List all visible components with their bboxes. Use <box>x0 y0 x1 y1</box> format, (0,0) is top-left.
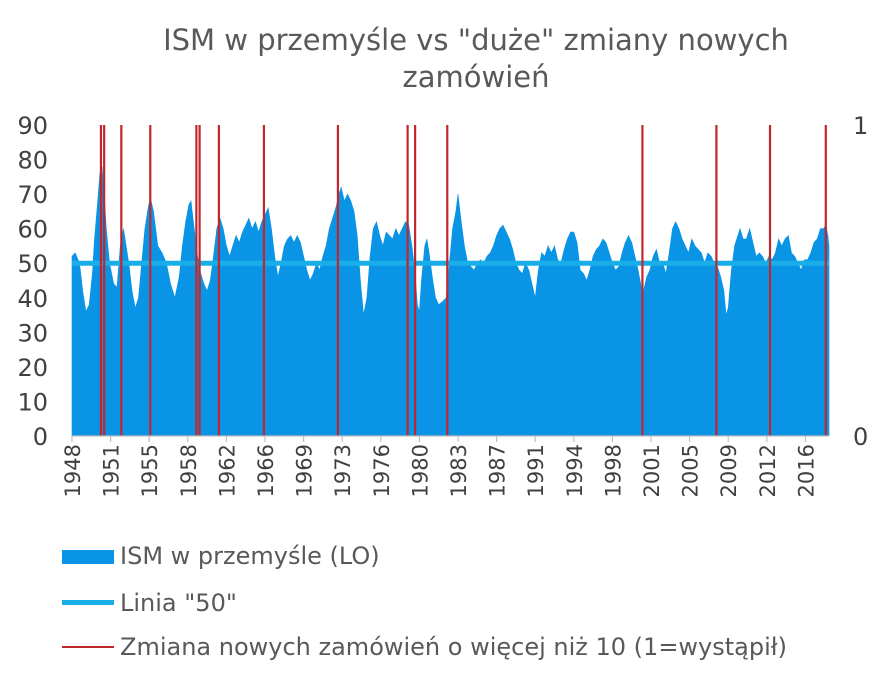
legend-label-line50: Linia "50" <box>120 589 237 617</box>
y-left-tick-70: 70 <box>17 181 48 209</box>
x-tick-1973: 1973 <box>331 444 355 497</box>
y-left-tick-0: 0 <box>33 423 48 451</box>
legend-label-ism: ISM w przemyśle (LO) <box>120 542 380 570</box>
y-left-ticks: 0 10 20 30 40 50 60 70 80 90 <box>17 112 48 451</box>
y-left-tick-60: 60 <box>17 216 48 244</box>
x-tick-1991: 1991 <box>524 444 548 497</box>
y-left-tick-10: 10 <box>17 388 48 416</box>
x-tick-1962: 1962 <box>215 444 239 497</box>
x-tick-1951: 1951 <box>100 444 124 497</box>
y-left-tick-80: 80 <box>17 147 48 175</box>
x-tick-1994: 1994 <box>563 444 587 497</box>
x-tick-2005: 2005 <box>679 444 703 497</box>
legend-swatch-events <box>62 646 114 648</box>
x-tick-2012: 2012 <box>756 444 780 497</box>
x-tick-1998: 1998 <box>601 444 625 497</box>
x-tick-2016: 2016 <box>794 444 818 497</box>
x-tick-1987: 1987 <box>486 444 510 497</box>
x-tick-2009: 2009 <box>717 444 741 497</box>
x-tick-1966: 1966 <box>254 444 278 497</box>
y-right-tick-1: 1 <box>853 112 868 140</box>
chart-title-line-1: ISM w przemyśle vs "duże" zmiany nowych <box>163 23 789 57</box>
y-right-tick-0: 0 <box>853 423 868 451</box>
y-left-tick-50: 50 <box>17 250 48 278</box>
x-tick-1980: 1980 <box>408 444 432 497</box>
x-tick-1976: 1976 <box>370 444 394 497</box>
legend-label-events: Zmiana nowych zamówień o więcej niż 10 (… <box>120 633 787 661</box>
x-tick-2001: 2001 <box>640 444 664 497</box>
y-left-tick-40: 40 <box>17 285 48 313</box>
y-left-tick-20: 20 <box>17 354 48 382</box>
legend-swatch-line50 <box>62 600 114 605</box>
x-tick-1955: 1955 <box>138 444 162 497</box>
x-tick-1948: 1948 <box>61 444 85 497</box>
chart-title-line-2: zamówień <box>402 60 550 94</box>
x-tick-1958: 1958 <box>177 444 201 497</box>
x-tick-labels: 1948 1951 1955 1958 1962 1966 1969 1973 1976 1980… <box>61 436 818 497</box>
x-tick-1969: 1969 <box>293 444 317 497</box>
y-left-tick-90: 90 <box>17 112 48 140</box>
chart-title: ISM w przemyśle vs "duże" zmiany nowych … <box>96 22 856 96</box>
events-group <box>99 125 827 436</box>
x-tick-1983: 1983 <box>447 444 471 497</box>
y-right-ticks: 01 <box>853 112 868 451</box>
legend-swatch-ism <box>62 550 114 564</box>
y-left-tick-30: 30 <box>17 319 48 347</box>
